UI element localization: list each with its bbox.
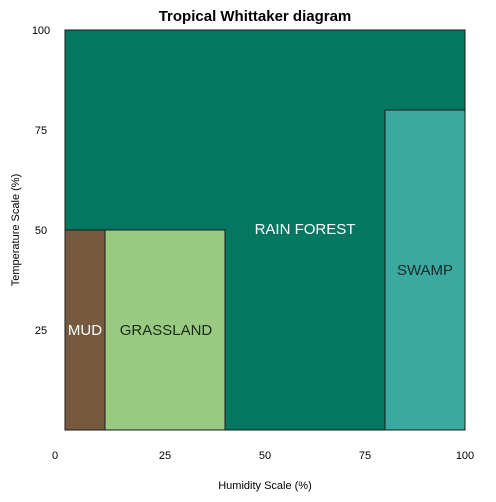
y-tick-label: 100: [32, 25, 50, 37]
region-mud: [64, 229, 106, 431]
region-labels-group: RAIN FOREST MUD GRASSLAND SWAMP: [68, 221, 453, 339]
x-tick-label: 50: [259, 450, 271, 462]
regions-group: [64, 29, 466, 431]
y-axis-label: Temperature Scale (%): [10, 174, 22, 287]
x-tick-label: 25: [159, 450, 171, 462]
x-tick-label: 75: [359, 450, 371, 462]
x-axis-label: Humidity Scale (%): [218, 480, 312, 492]
y-tick-label: 75: [35, 125, 47, 137]
region-label-grassland: GRASSLAND: [120, 322, 213, 339]
x-tick-label: 100: [456, 450, 474, 462]
region-grassland: [104, 229, 226, 431]
region-label-swamp: SWAMP: [397, 262, 453, 279]
x-tick-label: 0: [52, 450, 58, 462]
chart-title: Tropical Whittaker diagram: [159, 8, 352, 25]
region-swamp: [384, 109, 466, 431]
y-axis-ticks: 25 50 75 100: [32, 25, 50, 337]
x-axis-ticks: 0 25 50 75 100: [52, 450, 474, 462]
y-tick-label: 50: [35, 225, 47, 237]
region-label-rain-forest: RAIN FOREST: [255, 221, 356, 238]
y-tick-label: 25: [35, 325, 47, 337]
region-label-mud: MUD: [68, 322, 102, 339]
